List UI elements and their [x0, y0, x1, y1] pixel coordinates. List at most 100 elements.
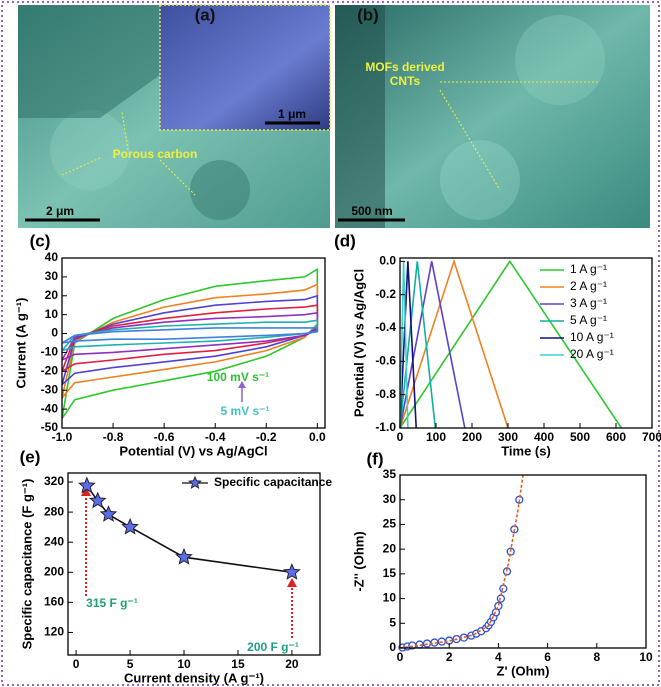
y-tick-label: 10 [45, 307, 59, 321]
panel-label: (e) [20, 447, 41, 466]
legend-label: 3 A g⁻¹ [570, 296, 607, 310]
y-tick-label: 30 [45, 269, 59, 283]
star-marker [121, 517, 139, 535]
x-tick-label: 8 [593, 650, 600, 664]
y-tick-label: -0.2 [375, 287, 396, 301]
arrow [61, 157, 101, 176]
image-text: CNTs [390, 74, 421, 88]
plot-frame [399, 257, 653, 429]
point-marker [499, 584, 508, 593]
y-tick-label: 30 [383, 492, 397, 506]
x-tick-label: 2 [446, 650, 453, 664]
x-tick-label: 0 [397, 430, 404, 444]
sem-image-a [18, 4, 331, 228]
x-tick-label: -0.4 [205, 430, 226, 444]
y-tick-label: 160 [44, 595, 64, 609]
star-marker [283, 563, 301, 580]
y-tick-label: 0.0 [379, 254, 396, 268]
y-tick-label: -10 [41, 345, 59, 359]
x-tick-label: -0.2 [256, 430, 277, 444]
y-tick-label: 320 [44, 474, 64, 488]
annotation: 315 F g⁻¹ [86, 596, 138, 610]
panel-label: (a) [195, 5, 216, 24]
legend-label: 2 A g⁻¹ [570, 279, 607, 293]
plot-frame [67, 472, 321, 656]
image-text: Porous carbon [113, 147, 198, 161]
image-text: 2 μm [46, 204, 74, 218]
series-line [399, 259, 623, 429]
y-tick-label: -30 [41, 382, 59, 396]
y-tick-label: 5 [389, 615, 396, 629]
x-tick-label: -0.8 [103, 430, 124, 444]
x-tick-label: 5 [127, 657, 134, 671]
star-marker [78, 476, 96, 494]
x-tick-label: 300 [498, 430, 518, 444]
image-text: 500 nm [351, 204, 392, 218]
y-axis-label: -Z'' (Ohm) [351, 531, 366, 591]
x-axis-label: Time (s) [501, 443, 551, 458]
x-tick-label: 6 [544, 650, 551, 664]
image-text: 1 μm [278, 107, 306, 121]
y-axis-label: Potential (V) vs Ag/AgCl [351, 269, 366, 417]
y-axis-label: Specific capacitance (F g⁻¹) [19, 479, 34, 650]
panel-label: (f) [367, 449, 384, 468]
panel-label: (d) [334, 231, 356, 250]
y-tick-label: 200 [44, 564, 64, 578]
legend-label: 5 A g⁻¹ [570, 313, 607, 327]
y-tick-label: 20 [45, 288, 59, 302]
y-tick-label: -0.8 [375, 387, 396, 401]
annotation: 100 mV s⁻¹ [207, 370, 269, 384]
series-line [399, 261, 417, 429]
texture [190, 160, 250, 220]
y-tick-label: -50 [41, 420, 59, 434]
star-marker [175, 547, 193, 565]
texture [515, 15, 605, 105]
image-text: MOFs derived [365, 60, 444, 74]
x-tick-label: 10 [639, 650, 653, 664]
y-tick-label: 25 [383, 517, 397, 531]
series-line [61, 319, 319, 352]
annotation: 5 mV s⁻¹ [220, 404, 269, 418]
star-marker [88, 491, 107, 509]
y-tick-label: 0 [51, 326, 58, 340]
texture [440, 140, 520, 220]
y-tick-label: 120 [44, 625, 64, 639]
series-line [399, 258, 509, 429]
sem-image-b [335, 5, 650, 228]
legend-label: 1 A g⁻¹ [570, 262, 607, 276]
legend-label: 10 A g⁻¹ [570, 330, 614, 344]
panel-label: (c) [30, 231, 51, 250]
plot-frame [399, 474, 647, 649]
arrow-head [238, 381, 246, 388]
x-tick-label: 0 [397, 650, 404, 664]
x-tick-label: 0.0 [309, 430, 326, 444]
annotation: 200 F g⁻¹ [247, 640, 299, 654]
x-tick-label: 15 [231, 657, 245, 671]
x-axis-label: Potential (V) vs Ag/AgCl [119, 443, 267, 458]
arrow [159, 159, 196, 196]
series-line [399, 261, 466, 429]
sem-image [335, 5, 650, 228]
series-line [86, 485, 293, 574]
y-tick-label: 280 [44, 504, 64, 518]
x-tick-label: 200 [462, 430, 482, 444]
y-axis-label: Current (A g⁻¹) [13, 298, 28, 389]
star-marker [99, 505, 118, 522]
y-tick-label: 240 [44, 534, 64, 548]
x-axis-label: Current density (A g⁻¹) [124, 670, 264, 685]
x-tick-label: 4 [495, 650, 502, 664]
plot-frame [61, 257, 326, 429]
y-tick-label: 20 [383, 541, 397, 555]
x-tick-label: 400 [534, 430, 554, 444]
x-tick-label: 20 [285, 657, 299, 671]
arrow [121, 111, 129, 151]
series-line [61, 267, 319, 420]
x-tick-label: 0 [73, 657, 80, 671]
legend-label: Specific capacitance [214, 475, 332, 489]
x-tick-label: 100 [426, 430, 446, 444]
y-tick-label: 15 [383, 566, 397, 580]
x-axis-label: Z' (Ohm) [497, 663, 550, 678]
y-tick-label: -0.6 [375, 354, 396, 368]
x-tick-label: -1.0 [52, 430, 73, 444]
